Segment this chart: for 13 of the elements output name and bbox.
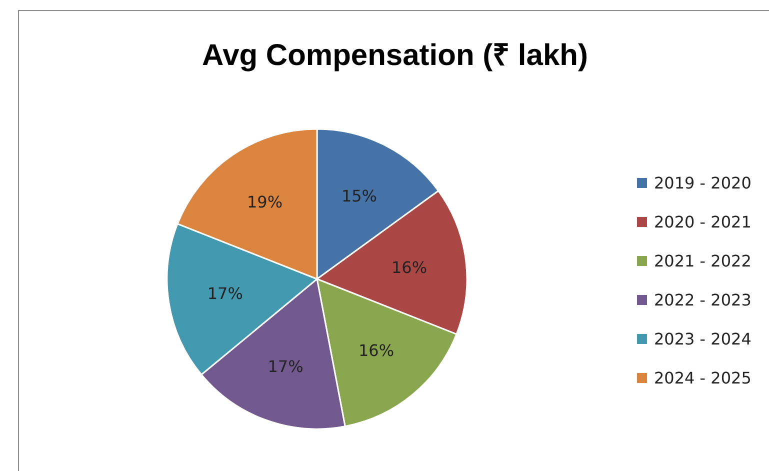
legend-label: 2024 - 2025 [654, 368, 752, 388]
chart-title: Avg Compensation (₹ lakh) [202, 39, 588, 72]
legend-label: 2019 - 2020 [654, 174, 752, 192]
data-label: 19% [246, 192, 283, 212]
data-label: 17% [207, 284, 243, 304]
legend-label: 2021 - 2022 [654, 252, 752, 270]
data-label: 16% [358, 341, 394, 360]
data-label: 16% [391, 258, 428, 277]
legend-label: 2023 - 2024 [654, 330, 752, 348]
legend-label: 2022 - 2023 [654, 290, 752, 310]
data-label: 17% [268, 357, 304, 376]
data-label: 15% [341, 186, 377, 206]
legend-label: 2020 - 2021 [654, 212, 752, 232]
